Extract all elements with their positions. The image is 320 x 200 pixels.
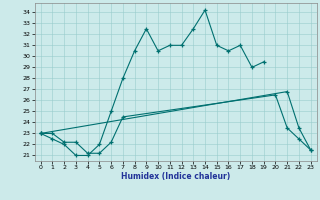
X-axis label: Humidex (Indice chaleur): Humidex (Indice chaleur) bbox=[121, 172, 230, 181]
